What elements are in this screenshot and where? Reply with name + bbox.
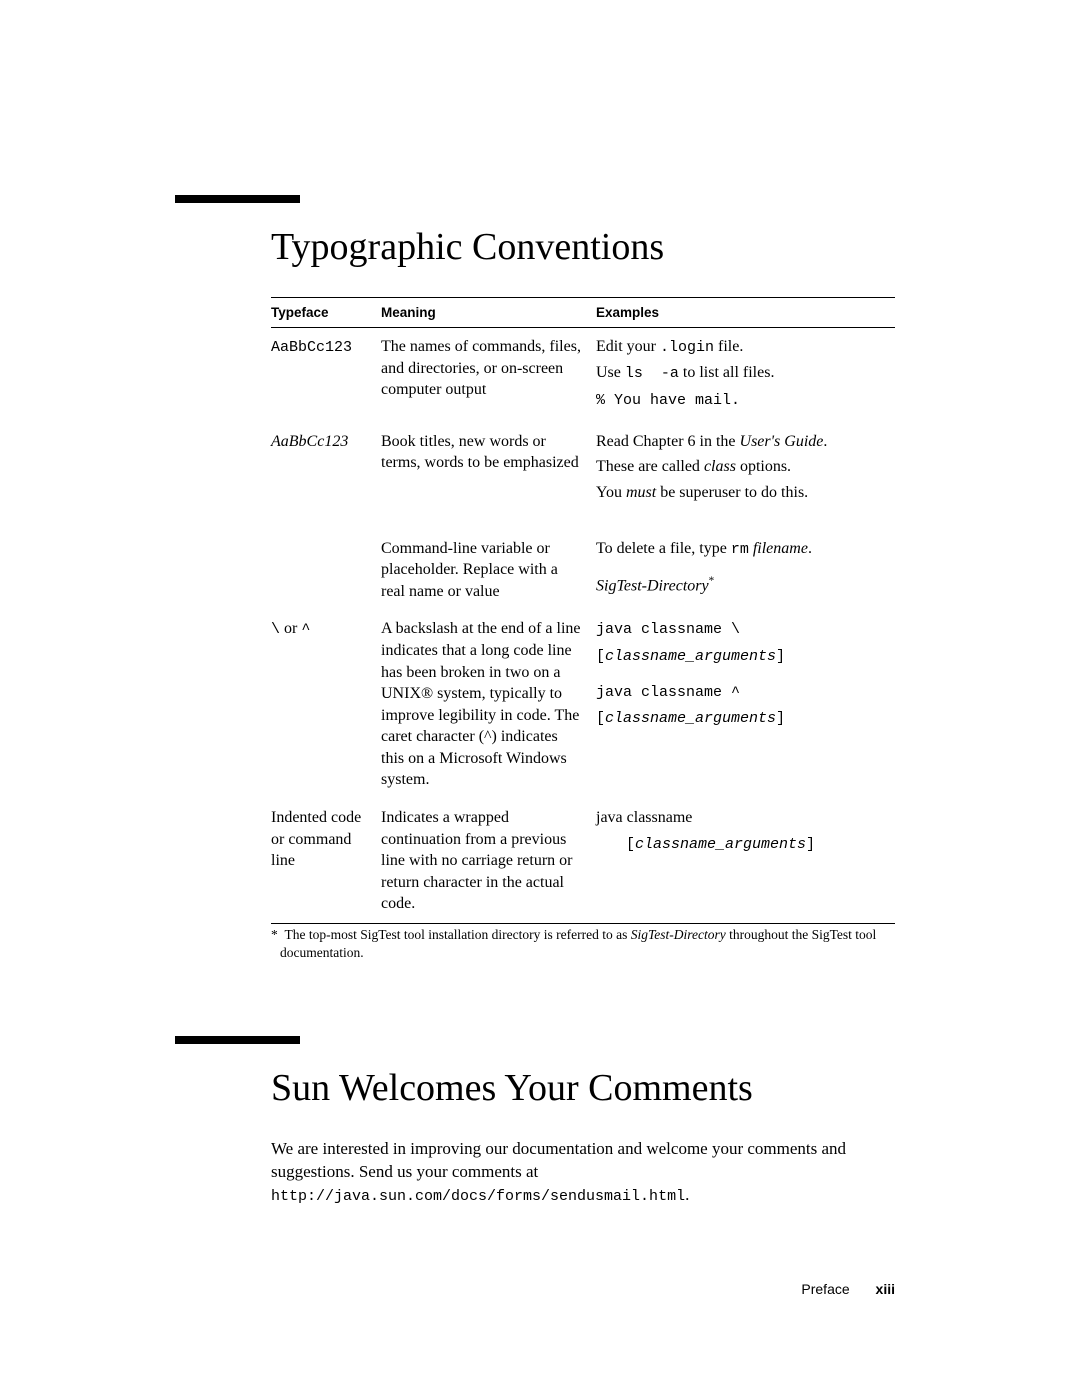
table-row: AaBbCc123 The names of commands, files, … (271, 328, 895, 423)
table-footnote: * The top-most SigTest tool installation… (271, 926, 895, 961)
th-typeface: Typeface (271, 298, 381, 328)
table-row: AaBbCc123 Book titles, new words or term… (271, 423, 895, 516)
comments-paragraph: We are interested in improving our docum… (271, 1138, 895, 1207)
th-examples: Examples (596, 298, 895, 328)
cell-meaning: A backslash at the end of a line indicat… (381, 610, 596, 799)
table-row: \ or ^ A backslash at the end of a line … (271, 610, 895, 799)
section-rule (175, 1036, 300, 1044)
cell-typeface: Indented code or command line (271, 799, 381, 923)
cell-meaning: The names of commands, files, and direct… (381, 328, 596, 423)
typographic-table: Typeface Meaning Examples AaBbCc123 The … (271, 297, 895, 924)
cell-typeface: AaBbCc123 (271, 328, 381, 423)
typographic-content: Typeface Meaning Examples AaBbCc123 The … (175, 297, 895, 961)
page: Typographic Conventions Typeface Meaning… (0, 0, 1080, 1207)
th-meaning: Meaning (381, 298, 596, 328)
comments-content: We are interested in improving our docum… (175, 1138, 895, 1207)
cell-examples: Read Chapter 6 in the User's Guide.These… (596, 423, 895, 516)
section-heading-typographic: Typographic Conventions (175, 225, 895, 269)
cell-meaning: Book titles, new words or terms, words t… (381, 423, 596, 516)
cell-examples: Edit your .login file.Use ls -a to list … (596, 328, 895, 423)
table-header-row: Typeface Meaning Examples (271, 298, 895, 328)
cell-meaning: Indicates a wrapped continuation from a … (381, 799, 596, 923)
cell-typeface: AaBbCc123 (271, 423, 381, 516)
cell-typeface (271, 516, 381, 611)
cell-meaning: Command-line variable or placeholder. Re… (381, 516, 596, 611)
table-body: AaBbCc123 The names of commands, files, … (271, 328, 895, 924)
footer-page-number: xiii (876, 1281, 895, 1297)
cell-examples: java classname[classname_arguments] (596, 799, 895, 923)
table-row: Indented code or command line Indicates … (271, 799, 895, 923)
table-row: Command-line variable or placeholder. Re… (271, 516, 895, 611)
cell-examples: To delete a file, type rm filename.SigTe… (596, 516, 895, 611)
section-comments: Sun Welcomes Your Comments We are intere… (175, 1036, 895, 1207)
section-heading-comments: Sun Welcomes Your Comments (175, 1066, 895, 1110)
footer-label: Preface (801, 1281, 849, 1297)
cell-examples: java classname \[classname_arguments]jav… (596, 610, 895, 799)
cell-typeface: \ or ^ (271, 610, 381, 799)
section-rule (175, 195, 300, 203)
page-footer: Preface xiii (801, 1281, 895, 1297)
